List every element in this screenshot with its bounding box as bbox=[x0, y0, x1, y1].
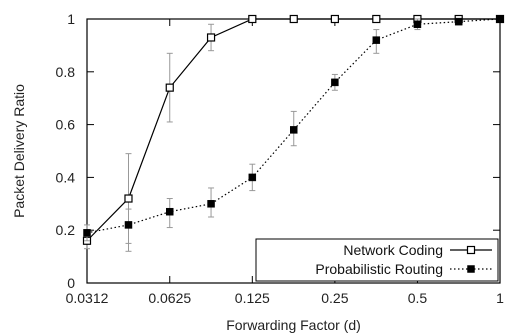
y-tick-label: 0.8 bbox=[56, 64, 76, 80]
x-axis-title: Forwarding Factor (d) bbox=[226, 317, 361, 333]
y-tick-label: 1 bbox=[67, 11, 75, 27]
y-tick-label: 0 bbox=[67, 275, 75, 291]
data-point bbox=[496, 15, 504, 23]
x-tick-label: 0.0312 bbox=[66, 290, 109, 306]
data-point bbox=[289, 14, 298, 24]
data-point bbox=[124, 221, 133, 229]
data-point bbox=[413, 20, 422, 29]
data-point bbox=[289, 126, 298, 134]
data-point bbox=[83, 229, 91, 237]
data-point bbox=[331, 78, 339, 87]
series-layer bbox=[82, 14, 505, 252]
legend-marker bbox=[466, 245, 476, 255]
data-point bbox=[165, 83, 174, 92]
series-1 bbox=[83, 15, 504, 244]
legend-label: Network Coding bbox=[343, 242, 443, 258]
data-point bbox=[454, 17, 463, 26]
data-point bbox=[248, 173, 257, 182]
x-tick-label: 0.25 bbox=[321, 290, 348, 306]
legend-marker bbox=[467, 265, 475, 273]
legend-label: Probabilistic Routing bbox=[315, 261, 443, 277]
x-tick-label: 1 bbox=[496, 290, 504, 306]
data-point bbox=[206, 33, 216, 42]
legend: Network Coding Probabilistic Routing bbox=[255, 238, 499, 282]
data-point bbox=[248, 14, 257, 24]
legend-box bbox=[255, 238, 499, 282]
x-tick-label: 0.125 bbox=[235, 290, 270, 306]
y-axis-title: Packet Delivery Ratio bbox=[11, 84, 27, 218]
y-tick-label: 0.2 bbox=[56, 222, 76, 238]
x-tick-label: 0.0625 bbox=[148, 290, 191, 306]
data-point bbox=[207, 200, 215, 208]
y-tick-label: 0.6 bbox=[56, 117, 76, 133]
data-point bbox=[124, 194, 133, 203]
y-tick-label: 0.4 bbox=[56, 169, 76, 185]
data-point bbox=[372, 14, 381, 24]
data-point bbox=[166, 207, 174, 216]
data-point bbox=[330, 14, 339, 24]
x-tick-label: 0.5 bbox=[408, 290, 428, 306]
data-point bbox=[372, 36, 381, 44]
axis-ticks: 0 0.2 0.4 0.6 0.8 1 0.0312 0.0625 0.125 0.25 0.5 1 bbox=[56, 11, 505, 306]
